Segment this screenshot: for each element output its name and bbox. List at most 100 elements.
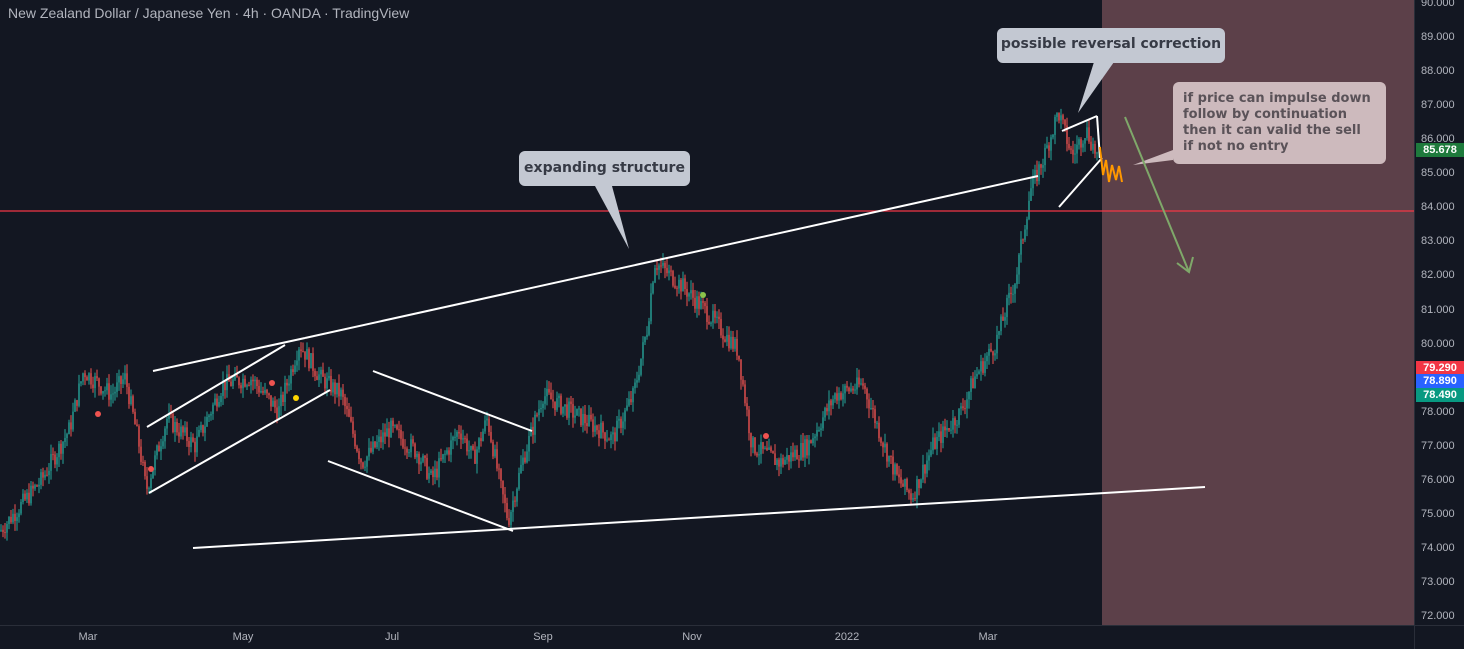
- candle-body: [602, 422, 604, 433]
- candle-body: [344, 396, 346, 407]
- candle-body: [918, 479, 920, 488]
- candle-body: [424, 455, 426, 458]
- candle-body: [576, 408, 578, 416]
- reversal-callout-pointer: [1078, 62, 1114, 113]
- candle-series: [0, 108, 1100, 541]
- candle-body: [778, 459, 780, 467]
- candle-body: [698, 296, 700, 309]
- candle-body: [630, 399, 632, 403]
- candle-body: [332, 382, 334, 393]
- candle-body: [628, 399, 630, 406]
- candle-body: [536, 414, 538, 416]
- candle-body: [1044, 147, 1046, 166]
- candle-body: [316, 376, 318, 380]
- expanding-structure-callout[interactable]: expanding structure: [519, 151, 690, 186]
- candle-body: [592, 419, 594, 432]
- candle-body: [618, 418, 620, 421]
- price-tick-label: 78.000: [1421, 405, 1455, 418]
- candle-body: [86, 377, 88, 381]
- expanding-upper-line[interactable]: [304, 175, 1039, 339]
- candle-body: [714, 310, 716, 318]
- candle-body: [1094, 143, 1096, 154]
- candle-body: [440, 458, 442, 460]
- price-axis[interactable]: 90.000 89.000 88.000 87.000 86.000 85.000 84.0…: [1414, 0, 1464, 625]
- candle-body: [142, 461, 144, 463]
- time-axis[interactable]: Mar May Jul Sep Nov 2022 Mar: [0, 625, 1414, 649]
- channel2-upper-line[interactable]: [372, 370, 533, 432]
- candle-body: [58, 443, 60, 458]
- pennant-upper-line[interactable]: [1061, 115, 1098, 132]
- candle-body: [786, 455, 788, 460]
- candle-body: [98, 378, 100, 387]
- candle-body: [108, 383, 110, 400]
- trendlines[interactable]: [146, 115, 1206, 549]
- candle-body: [952, 418, 954, 430]
- candle-body: [852, 388, 854, 391]
- candle-body: [30, 485, 32, 504]
- candle-body: [722, 335, 724, 340]
- candle-body: [848, 387, 850, 392]
- candle-body: [672, 271, 674, 286]
- channel2-lower-line[interactable]: [327, 460, 514, 532]
- candle-body: [966, 399, 968, 409]
- expanding-lower-line[interactable]: [192, 486, 1206, 549]
- candle-body: [816, 430, 818, 437]
- candle-body: [404, 447, 406, 449]
- candle-body: [1086, 127, 1088, 139]
- candle-body: [954, 418, 956, 426]
- candle-body: [700, 301, 702, 309]
- candle-body: [154, 455, 156, 470]
- candle-body: [482, 431, 484, 442]
- candle-body: [350, 416, 352, 422]
- candle-body: [806, 439, 808, 456]
- reversal-callout[interactable]: possible reversal correction: [997, 28, 1225, 63]
- candle-body: [302, 351, 304, 353]
- candle-body: [336, 382, 338, 395]
- candle-body: [42, 472, 44, 478]
- candle-body: [220, 396, 222, 403]
- candle-body: [92, 384, 94, 389]
- candle-body: [882, 442, 884, 448]
- candle-body: [670, 270, 672, 272]
- candle-body: [46, 474, 48, 476]
- projection-zigzag[interactable]: [1099, 146, 1123, 183]
- candle-body: [518, 472, 520, 489]
- entry-note-callout[interactable]: if price can impulse down follow by cont…: [1173, 82, 1386, 164]
- candle-body: [52, 454, 54, 456]
- candle-body: [40, 472, 42, 485]
- pennant-lower-line[interactable]: [1058, 157, 1103, 208]
- candle-body: [172, 413, 174, 433]
- candle-body: [388, 428, 390, 438]
- candle-body: [374, 441, 376, 448]
- candle-body: [898, 474, 900, 478]
- time-label: Jul: [384, 631, 400, 643]
- candle-body: [34, 485, 36, 489]
- candle-body: [982, 361, 984, 373]
- candle-body: [940, 431, 942, 443]
- channel1-lower-line[interactable]: [148, 389, 331, 494]
- candle-body: [736, 338, 738, 356]
- candle-body: [186, 427, 188, 442]
- candle-body: [242, 378, 244, 389]
- candle-body: [436, 468, 438, 478]
- candle-body: [166, 418, 168, 429]
- candle-body: [684, 278, 686, 290]
- candle-body: [294, 365, 296, 372]
- candle-body: [216, 398, 218, 407]
- chart-area[interactable]: New Zealand Dollar / Japanese Yen · 4h ·…: [0, 0, 1414, 625]
- candle-body: [694, 297, 696, 309]
- candle-body: [90, 373, 92, 385]
- candle-body: [372, 441, 374, 452]
- candle-body: [454, 436, 456, 438]
- candle-body: [26, 492, 28, 500]
- forecast-arrow[interactable]: [1124, 116, 1194, 274]
- channel1-upper-line[interactable]: [146, 344, 286, 428]
- candle-body: [32, 485, 34, 489]
- candle-body: [474, 449, 476, 464]
- candle-body: [306, 349, 308, 360]
- candle-body: [510, 511, 512, 525]
- wedge-upper-line[interactable]: [152, 337, 306, 372]
- candle-body: [1062, 115, 1064, 120]
- candle-body: [356, 446, 358, 452]
- candle-body: [1074, 153, 1076, 155]
